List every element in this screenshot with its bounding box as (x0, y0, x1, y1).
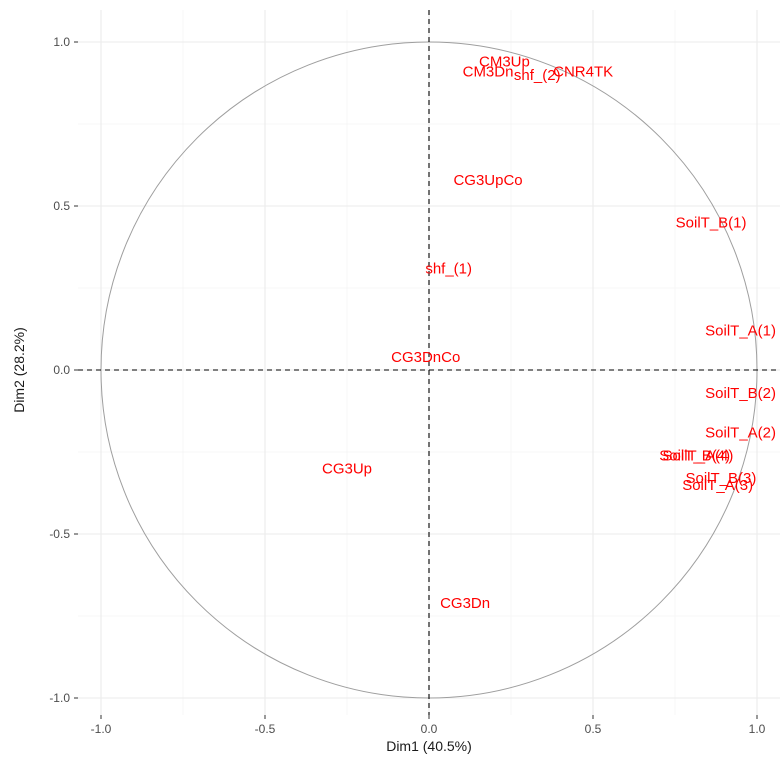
variable-label: SoilT_B(3) (685, 470, 756, 487)
y-tick-label: -0.5 (49, 527, 70, 541)
x-tick-label: -0.5 (255, 722, 276, 736)
x-axis-title: Dim1 (40.5%) (386, 738, 472, 754)
y-tick-label: -1.0 (49, 691, 70, 705)
variable-label: SoilT_B(4) (659, 447, 730, 464)
variable-label: CM3Up (479, 54, 530, 71)
variable-label: CG3DnCo (391, 349, 460, 366)
x-axis-ticks: -1.0 -0.5 0.0 0.5 1.0 (91, 715, 766, 736)
y-axis-ticks: -1.0 -0.5 0.0 0.5 1.0 (49, 35, 78, 705)
variable-label: SoilT_A(1) (705, 323, 776, 340)
y-tick-label: 0.5 (53, 199, 70, 213)
variable-label: shf_(1) (425, 260, 472, 277)
variable-label: CNR4TK (553, 64, 613, 81)
variable-label: CG3Dn (440, 595, 490, 612)
variable-label: CG3UpCo (453, 172, 522, 189)
variable-label: SoilT_A(4) (663, 447, 734, 464)
x-tick-label: 0.5 (585, 722, 602, 736)
variable-label: CG3Up (322, 460, 372, 477)
y-tick-label: 0.0 (53, 363, 70, 377)
variable-label: SoilT_B(2) (705, 385, 776, 402)
y-axis-title: Dim2 (28.2%) (11, 327, 27, 413)
x-tick-label: 0.0 (421, 722, 438, 736)
x-tick-label: 1.0 (749, 722, 766, 736)
variable-label: SoilT_A(3) (682, 477, 753, 494)
variable-label: SoilT_A(2) (705, 424, 776, 441)
x-tick-label: -1.0 (91, 722, 112, 736)
y-tick-label: 1.0 (53, 35, 70, 49)
variable-label: shf_(2) (514, 67, 561, 84)
variable-label: CM3Dn (463, 64, 514, 81)
variable-label: SoilT_B(1) (676, 214, 747, 231)
